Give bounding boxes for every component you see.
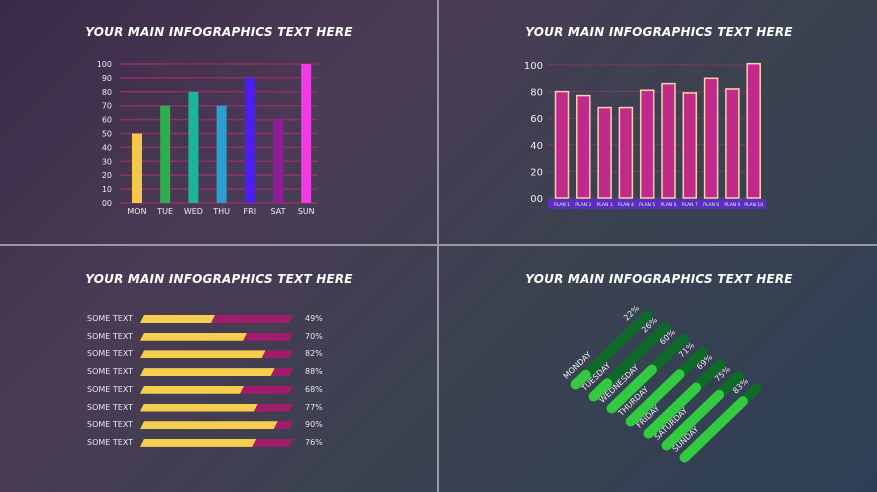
row-label: SOME TEXT	[87, 349, 134, 359]
bar-fill	[140, 439, 256, 447]
value-label: 68%	[305, 384, 323, 394]
title-top-left: YOUR MAIN INFOGRAPHICS TEXT HERE	[85, 25, 353, 39]
bar-plan-9	[725, 88, 740, 199]
value-label: 76%	[305, 437, 323, 447]
x-tick-label: PLAN 10	[744, 202, 763, 208]
y-tick-label: 40	[102, 143, 112, 152]
value-label: 88%	[305, 367, 323, 377]
bar-thu	[216, 105, 227, 203]
bar-plan-1	[554, 90, 570, 199]
bar-fill	[140, 368, 275, 376]
bar-plan-7	[682, 92, 698, 199]
y-tick-label: 50	[102, 130, 112, 139]
bar-sat	[273, 119, 283, 203]
bar-wed	[188, 91, 199, 203]
y-tick-label: 90	[102, 74, 112, 83]
bar-plan-4	[618, 106, 634, 199]
bar-fill	[140, 404, 258, 412]
bar-fri	[244, 77, 255, 203]
y-tick-label: 100	[524, 61, 543, 72]
value-label: 70%	[305, 331, 323, 341]
bar-sun	[301, 64, 312, 203]
x-tick-label: SUN	[298, 207, 315, 216]
y-tick-label: 10	[102, 185, 112, 194]
row-label: SOME TEXT	[87, 384, 134, 394]
horizontal-divider	[0, 244, 877, 246]
y-tick-label: 30	[102, 157, 112, 166]
y-tick-label: 20	[102, 171, 112, 180]
x-axis-band	[548, 199, 766, 209]
x-tick-label: PLAN 4	[618, 202, 634, 208]
x-tick-label: PLAN 2	[575, 202, 591, 208]
row-label: SOME TEXT	[87, 420, 134, 430]
value-label: 49%	[305, 314, 323, 323]
x-tick-label: THU	[212, 207, 230, 216]
bar-plan-5	[639, 89, 655, 199]
y-tick-label: 00	[102, 199, 112, 208]
y-tick-label: 00	[530, 194, 543, 205]
bar-plan-10	[746, 62, 761, 199]
y-tick-label: 60	[530, 114, 543, 125]
title-bottom-right: YOUR MAIN INFOGRAPHICS TEXT HERE	[525, 272, 793, 286]
x-tick-label: WED	[184, 207, 203, 216]
x-tick-label: PLAN 3	[597, 202, 613, 208]
row-label: SOME TEXT	[87, 367, 134, 377]
row-label: SOME TEXT	[87, 437, 134, 447]
y-tick-label: 40	[530, 141, 543, 152]
bar-fill	[140, 421, 278, 429]
bar-tue	[160, 105, 171, 203]
row-label: SOME TEXT	[87, 402, 134, 412]
row-label: SOME TEXT	[87, 331, 134, 341]
bar-plan-6	[661, 82, 676, 199]
bar-mon	[132, 133, 142, 203]
bar-plan-8	[703, 77, 719, 199]
value-label: 90%	[305, 420, 323, 430]
vertical-divider	[437, 0, 439, 492]
x-tick-label: TUE	[156, 207, 173, 216]
x-tick-label: SAT	[271, 207, 286, 216]
bar-fill	[140, 386, 244, 394]
y-tick-label: 60	[102, 116, 112, 125]
x-tick-label: PLAN 7	[682, 202, 698, 208]
x-tick-label: PLAN 5	[639, 202, 655, 208]
x-tick-label: PLAN 1	[554, 202, 570, 208]
bar-plan-3	[597, 106, 612, 199]
title-bottom-left: YOUR MAIN INFOGRAPHICS TEXT HERE	[85, 272, 353, 286]
x-tick-label: PLAN 9	[724, 202, 740, 208]
y-tick-label: 80	[530, 88, 543, 99]
row-label: SOME TEXT	[87, 314, 134, 323]
title-top-right: YOUR MAIN INFOGRAPHICS TEXT HERE	[525, 25, 793, 39]
y-tick-label: 20	[530, 167, 543, 178]
x-tick-label: FRI	[244, 207, 257, 216]
bar-fill	[140, 315, 215, 323]
value-label: 77%	[305, 402, 323, 412]
x-tick-label: PLAN 8	[703, 202, 719, 208]
bar-fill	[140, 333, 247, 341]
y-tick-label: 100	[97, 60, 112, 69]
bar-plan-2	[576, 94, 591, 199]
x-tick-label: PLAN 6	[660, 202, 676, 208]
value-label: 82%	[305, 349, 323, 359]
bar-track	[140, 315, 293, 323]
y-tick-label: 80	[102, 88, 112, 97]
y-tick-label: 70	[102, 102, 112, 111]
bar-fill	[140, 350, 265, 358]
x-tick-label: MON	[127, 207, 146, 216]
